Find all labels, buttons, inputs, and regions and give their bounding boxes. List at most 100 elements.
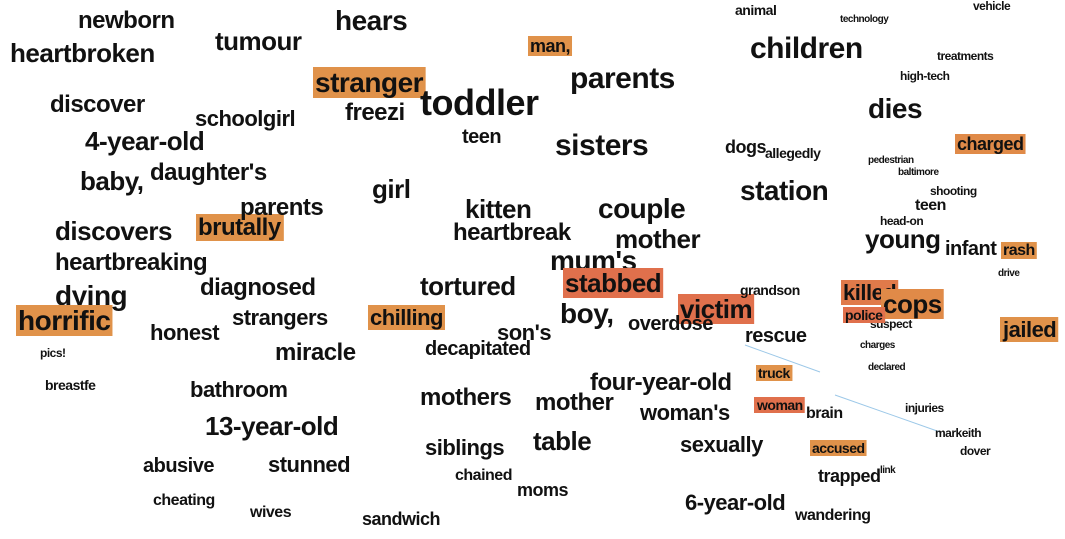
word-highlight: [196, 214, 284, 241]
word: miracle: [275, 339, 356, 366]
word: hears: [335, 5, 407, 36]
word: cheating: [153, 492, 215, 509]
word: table: [533, 426, 591, 456]
word: injuries: [905, 401, 945, 415]
word: woman's: [639, 400, 730, 425]
word: link: [880, 465, 896, 476]
word: 6-year-old: [685, 490, 785, 515]
word-highlight: [843, 307, 886, 323]
connector-line: [834, 394, 941, 433]
word: treatments: [937, 49, 994, 63]
word: accused: [812, 440, 865, 456]
word: infant: [945, 238, 997, 260]
word: head-on: [880, 214, 923, 228]
word-highlight: [313, 67, 426, 98]
word: markeith: [935, 426, 981, 440]
word: sandwich: [362, 509, 440, 529]
word: breastfe: [45, 377, 96, 393]
word: dogs: [725, 137, 766, 157]
word: pedestrian: [868, 155, 914, 166]
word: cops: [883, 289, 942, 319]
word: teen: [462, 126, 501, 148]
word: technology: [840, 14, 889, 25]
word: girl: [372, 174, 410, 204]
connector-line: [744, 344, 821, 373]
word: diagnosed: [200, 274, 316, 301]
word: daughter's: [150, 159, 267, 186]
word: pics!: [40, 346, 66, 360]
word: schoolgirl: [195, 106, 295, 131]
word: 13-year-old: [205, 411, 338, 441]
word: drive: [998, 268, 1020, 279]
word: children: [750, 32, 863, 65]
word: parents: [570, 62, 675, 95]
word-highlight: [368, 305, 445, 330]
word: woman: [756, 397, 803, 413]
word: 4-year-old: [85, 126, 204, 156]
word: siblings: [425, 435, 504, 460]
word: rash: [1003, 242, 1035, 259]
word: brain: [806, 405, 843, 422]
word: rescue: [745, 325, 807, 347]
word: wandering: [794, 507, 871, 524]
word: discover: [50, 91, 145, 118]
word: newborn: [78, 7, 175, 34]
word: baby,: [80, 166, 143, 196]
word: honest: [150, 320, 220, 345]
word: charged: [957, 134, 1024, 154]
word: decapitated: [425, 338, 531, 360]
word: freezi: [345, 99, 405, 126]
word: declared: [868, 362, 906, 373]
word-highlight: [955, 134, 1026, 154]
word-highlight: [881, 289, 944, 319]
word: horrific: [18, 305, 110, 336]
word-highlight: [810, 440, 867, 456]
word: dover: [960, 444, 991, 458]
word-highlight: [754, 397, 805, 413]
word: allegedly: [765, 145, 821, 161]
word: young: [865, 224, 941, 254]
word: sexually: [680, 432, 764, 457]
word-highlight: [756, 365, 793, 381]
word: brutally: [198, 214, 282, 241]
word: abusive: [143, 455, 214, 477]
word: heartbreaking: [55, 249, 207, 276]
word: man,: [530, 36, 570, 56]
word: mothers: [420, 384, 511, 411]
word-highlight: [16, 305, 113, 336]
word: son's: [497, 320, 551, 345]
word: baltimore: [898, 167, 939, 178]
word: bathroom: [190, 377, 287, 402]
word: tumour: [215, 26, 302, 56]
word: overdose: [628, 313, 713, 335]
word: discovers: [55, 216, 172, 246]
word-highlight: [1000, 317, 1059, 342]
word: stranger: [315, 67, 424, 98]
word: high-tech: [900, 69, 950, 83]
word: strangers: [232, 305, 328, 330]
word: couple: [598, 193, 685, 224]
word: jailed: [1002, 317, 1056, 342]
word: trapped: [818, 466, 881, 486]
word: heartbroken: [10, 38, 155, 68]
word: dies: [868, 93, 922, 124]
word: grandson: [740, 282, 800, 298]
word: chilling: [370, 305, 443, 330]
word: wives: [249, 504, 292, 521]
word: teen: [915, 197, 946, 214]
word: vehicle: [973, 0, 1011, 13]
word: sisters: [555, 129, 648, 162]
word: stabbed: [565, 268, 661, 298]
word: police: [845, 307, 883, 323]
word-highlight: [678, 294, 755, 324]
word: mother: [535, 389, 614, 416]
word: toddler: [420, 82, 539, 123]
word: mother: [615, 224, 701, 254]
word-highlight: [1001, 242, 1037, 259]
word: heartbreak: [453, 219, 572, 246]
word: stunned: [268, 452, 350, 477]
word: animal: [735, 2, 776, 18]
word: boy,: [560, 298, 613, 329]
